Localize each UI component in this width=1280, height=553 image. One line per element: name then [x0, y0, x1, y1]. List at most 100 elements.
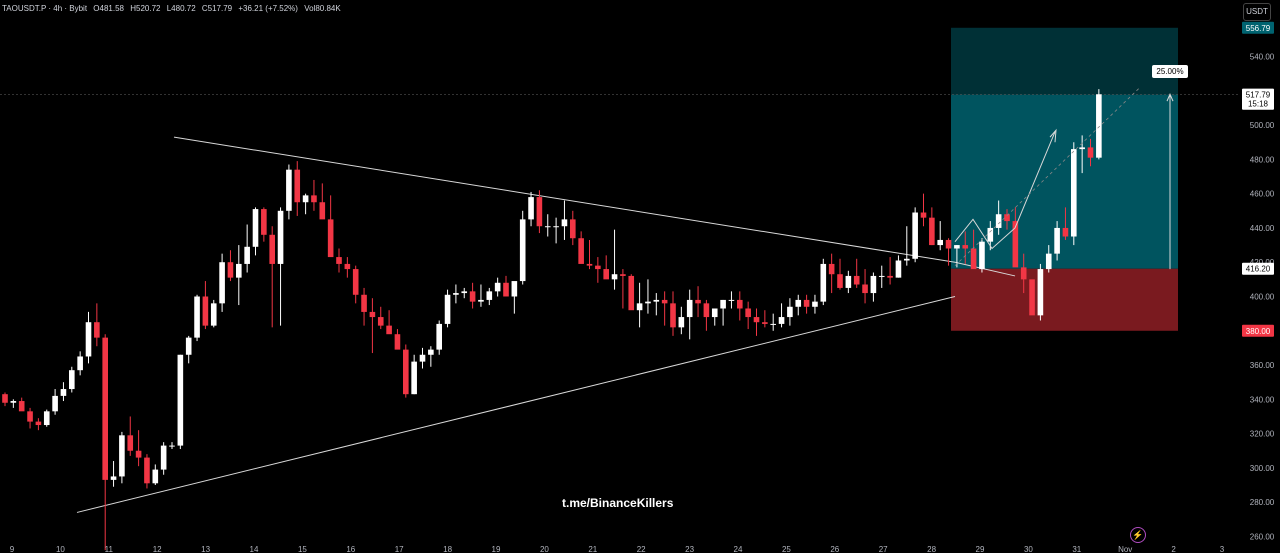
candle-body: [962, 245, 969, 249]
time-tick-label: 27: [879, 545, 888, 553]
candle-body: [144, 457, 150, 484]
time-tick-label: 24: [734, 545, 743, 553]
time-tick-label: 13: [201, 545, 210, 553]
time-axis[interactable]: 9 10 11 12 13 14 15 16 17 18 19 20 21 22 23 24 25 26 27 28 2…: [10, 545, 1225, 553]
triangle-trendlines[interactable]: [76, 136, 1016, 513]
candle-body: [311, 195, 317, 203]
candle-body: [43, 411, 50, 426]
candle-body: [653, 299, 660, 302]
time-tick-label: 11: [105, 545, 114, 553]
candle-body: [720, 299, 726, 309]
candle-body: [553, 226, 559, 228]
price-tick-label: 420.00: [1250, 258, 1275, 267]
time-tick-label: 19: [492, 545, 501, 553]
candle-body: [762, 322, 768, 324]
candle-body: [269, 234, 275, 264]
candle-body: [169, 445, 175, 447]
candle-body: [453, 293, 459, 295]
time-tick-label: 10: [56, 545, 65, 553]
stop-zone: [951, 268, 1178, 331]
candle-body: [286, 169, 292, 211]
candle-body: [194, 296, 200, 338]
high-value: H520.72: [130, 4, 161, 13]
candle-body: [912, 212, 918, 259]
time-tick-label: 20: [540, 545, 549, 553]
candle-body: [503, 282, 509, 297]
candle-body: [294, 169, 301, 203]
candle-body: [920, 212, 927, 218]
time-tick-label: 12: [153, 545, 162, 553]
candle-body: [152, 469, 159, 484]
price-tick-label: 360.00: [1250, 361, 1275, 370]
price-axis[interactable]: 260.00 280.00 300.00 320.00 340.00 360.00 380.…: [1242, 21, 1275, 542]
time-tick-label: 14: [250, 545, 259, 553]
time-tick-label: 23: [685, 545, 694, 553]
candle-body: [261, 209, 267, 235]
symbol-label[interactable]: TAOUSDT.P · 4h · Bybit: [2, 4, 88, 13]
candle-body: [85, 322, 92, 357]
candle-body: [595, 265, 601, 270]
candle-body: [1029, 279, 1035, 316]
candle-body: [511, 281, 518, 297]
time-tick-label: 25: [782, 545, 791, 553]
price-badge: [1242, 21, 1274, 34]
apex-line: [954, 261, 1016, 277]
candle-body: [661, 299, 668, 304]
lightning-bolt-icon[interactable]: ⚡: [1130, 527, 1146, 543]
candle-body: [887, 275, 893, 278]
candle-body: [929, 217, 935, 246]
candle-body: [703, 303, 710, 318]
price-badge: [1242, 88, 1274, 101]
candle-body: [1037, 269, 1044, 316]
candle-body: [1054, 227, 1060, 254]
position-zones[interactable]: [0, 27, 1238, 331]
candle-body: [77, 356, 83, 371]
candle-body: [327, 219, 334, 258]
candle-body: [1096, 94, 1102, 158]
candle-body: [1020, 267, 1027, 280]
candle-body: [35, 421, 42, 426]
measure-arrowhead: [1166, 93, 1174, 102]
candle-body: [18, 401, 25, 412]
candle-body: [853, 275, 860, 285]
candle-body: [302, 195, 309, 203]
target-dashed-line: [954, 87, 1141, 266]
price-badge: [1242, 324, 1274, 337]
candle-body: [544, 226, 551, 228]
candle-body: [711, 308, 718, 318]
projection-overlays: [954, 87, 1174, 270]
candle-body: [570, 219, 576, 239]
candle-body: [937, 239, 943, 246]
candle-body: [862, 284, 868, 294]
candle-body: [603, 269, 609, 280]
lower-trendline: [76, 296, 956, 513]
candle-body: [1012, 221, 1019, 268]
candle-body: [244, 246, 250, 264]
price-tick-label: 480.00: [1250, 155, 1275, 164]
candle-body: [636, 303, 643, 311]
price-tick-label: 400.00: [1250, 292, 1275, 301]
currency-selector[interactable]: USDT: [1243, 3, 1271, 21]
candle-body: [645, 301, 651, 304]
candle-body: [352, 269, 359, 295]
candle-body: [236, 263, 242, 278]
candle-body: [670, 303, 676, 328]
candle-body: [177, 354, 184, 446]
candle-body: [319, 202, 326, 220]
price-badge: [1242, 262, 1274, 275]
candle-body: [728, 299, 735, 301]
watermark-text: t.me/BinanceKillers: [562, 496, 674, 510]
price-badge-label: 556.79: [1246, 24, 1271, 33]
candle-body: [970, 248, 977, 270]
candle-body: [160, 445, 167, 470]
candle-body: [611, 274, 618, 280]
projection-path: [954, 131, 1056, 250]
time-tick-label: 18: [443, 545, 452, 553]
candle-body: [461, 291, 468, 294]
candle-body: [69, 370, 75, 390]
candle-body: [536, 197, 543, 227]
candle-body: [895, 260, 902, 278]
candle-body: [1062, 227, 1069, 237]
change-value: +36.21 (+7.52%): [238, 4, 298, 13]
